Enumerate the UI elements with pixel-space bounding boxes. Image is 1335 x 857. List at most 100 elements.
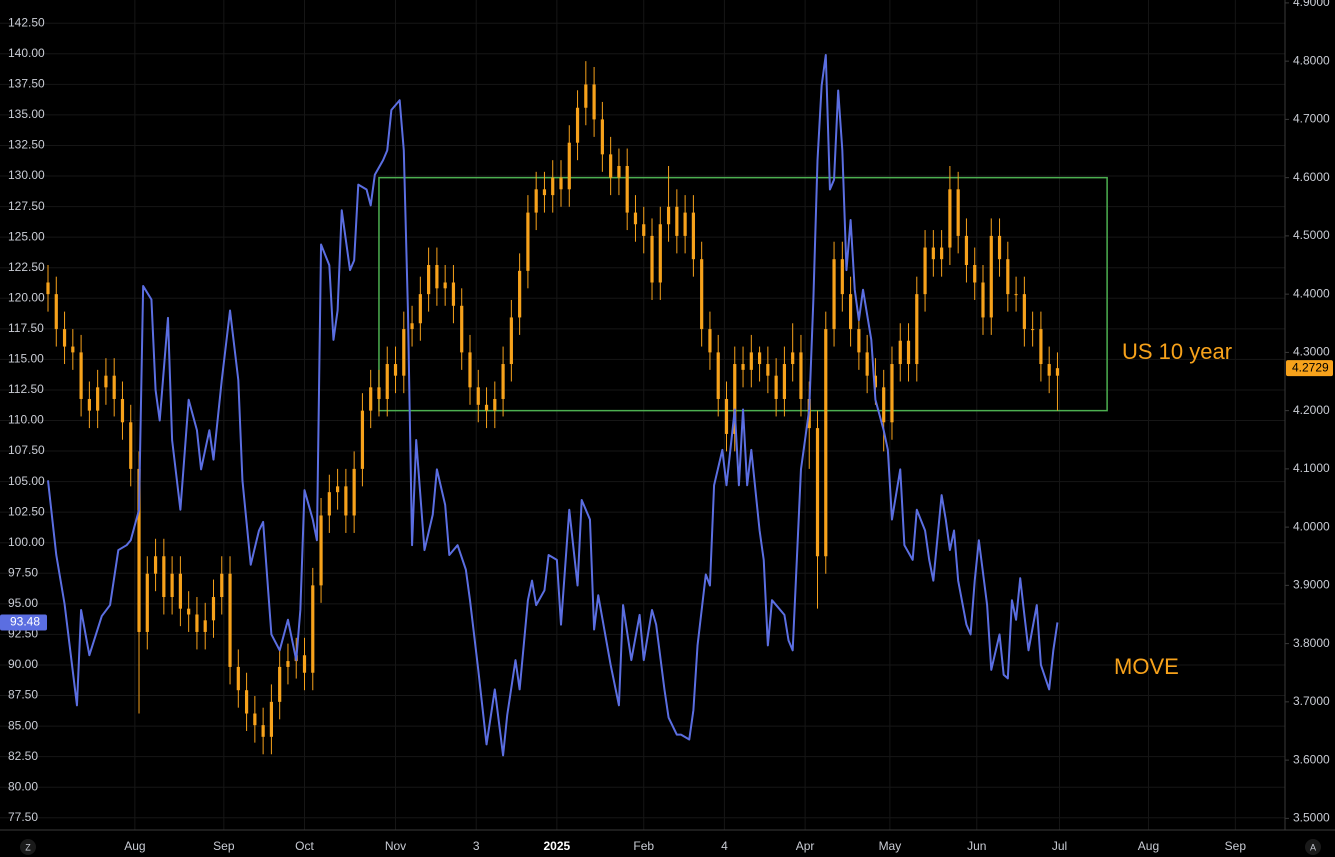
- candle-body: [418, 294, 422, 324]
- candle-body: [592, 84, 596, 120]
- candle-body: [145, 573, 149, 632]
- plot-layer: [46, 54, 1108, 757]
- candle-body: [766, 364, 770, 376]
- y-tick-label: 100.00: [8, 535, 45, 549]
- grid-layer: [0, 0, 1285, 830]
- y2-tick-label: 3.7000: [1293, 694, 1330, 708]
- candle-body: [335, 486, 340, 493]
- y-tick-label: 80.00: [8, 779, 38, 793]
- candle-body: [228, 573, 232, 667]
- x-tick-label: Sep: [213, 839, 235, 853]
- candle-body: [882, 387, 886, 423]
- candle-body: [609, 154, 613, 178]
- candle-body: [87, 398, 91, 411]
- x-tick-label: May: [879, 839, 902, 853]
- candle-body: [460, 305, 464, 353]
- candle-body: [319, 515, 323, 586]
- candle-body: [981, 282, 985, 318]
- candle-body: [402, 329, 406, 376]
- y-tick-label: 95.00: [8, 596, 38, 610]
- candle-body: [518, 270, 522, 318]
- candle-body: [799, 352, 803, 399]
- y2-tick-label: 4.8000: [1293, 53, 1330, 67]
- x-tick-label: 3: [473, 839, 480, 853]
- y2-tick-label: 4.4000: [1293, 286, 1330, 300]
- candle-body: [96, 387, 100, 411]
- candle-body: [600, 119, 604, 155]
- candle-body: [1022, 294, 1026, 330]
- candle-body: [733, 364, 737, 434]
- candle-body: [815, 428, 820, 557]
- candle-body: [427, 265, 431, 295]
- candle-body: [575, 107, 580, 143]
- candle-body: [170, 573, 174, 598]
- candle-body: [153, 556, 158, 574]
- x-tick-label: 4: [721, 839, 728, 853]
- candle-body: [873, 375, 878, 388]
- candle-body: [79, 352, 83, 399]
- y-tick-label: 135.00: [8, 107, 45, 121]
- auto-button[interactable]: [1305, 839, 1321, 855]
- y-tick-label: 125.00: [8, 229, 45, 243]
- scale-button-label[interactable]: Z: [25, 842, 31, 852]
- candle-body: [1039, 329, 1043, 365]
- x-tick-label: Aug: [1138, 839, 1159, 853]
- y-tick-label: 127.50: [8, 199, 45, 213]
- candle-body: [443, 282, 447, 289]
- candle-body: [691, 212, 695, 260]
- candle-body: [62, 329, 67, 347]
- candle-body: [269, 701, 274, 737]
- candle-body: [162, 556, 166, 598]
- candle-body: [890, 364, 894, 423]
- candle-body: [327, 492, 331, 516]
- candle-body: [724, 398, 729, 434]
- y-tick-label: 142.50: [8, 15, 45, 29]
- scale-button[interactable]: [20, 839, 36, 855]
- candle-body: [658, 224, 662, 283]
- x-tick-label: Oct: [295, 839, 314, 853]
- candle-body: [923, 247, 927, 295]
- candle-body: [137, 468, 141, 632]
- candle-body: [211, 597, 216, 621]
- last-value-tag: [1286, 360, 1333, 377]
- last-value-tag: [0, 614, 47, 631]
- candle-body: [187, 608, 191, 615]
- y2-tick-label: 3.6000: [1293, 752, 1330, 766]
- candle-body: [484, 404, 489, 411]
- candle-body: [71, 346, 75, 353]
- candle-body: [716, 352, 720, 399]
- candle-body: [559, 177, 563, 190]
- candle-body: [195, 614, 199, 632]
- candle-body: [468, 352, 472, 388]
- candle-body: [824, 329, 828, 557]
- y-tick-label: 122.50: [8, 260, 45, 274]
- y-tick-label: 107.50: [8, 443, 45, 457]
- y2-tick-label: 4.0000: [1293, 519, 1330, 533]
- candle-body: [377, 387, 381, 399]
- candle-body: [244, 690, 249, 714]
- candle-body: [757, 352, 762, 365]
- candle-body: [54, 294, 58, 330]
- candle-body: [534, 189, 538, 213]
- series-line: [47, 54, 1059, 757]
- candle-body: [551, 177, 555, 196]
- x-tick-label: Jun: [967, 839, 986, 853]
- candle-body: [369, 387, 373, 411]
- candle-body: [989, 235, 993, 318]
- candle-body: [410, 323, 414, 330]
- candle-body: [633, 212, 638, 225]
- candle-body: [129, 422, 133, 469]
- candle-body: [352, 468, 356, 516]
- candle-body: [344, 486, 348, 516]
- candle-body: [642, 224, 646, 236]
- y-tick-label: 87.50: [8, 688, 38, 702]
- last-value-label: 93.48: [10, 615, 40, 629]
- auto-button-label[interactable]: A: [1310, 842, 1316, 852]
- candle-body: [261, 725, 265, 737]
- candle-body: [948, 189, 952, 248]
- y2-tick-label: 3.8000: [1293, 636, 1330, 650]
- candle-body: [451, 282, 456, 306]
- y-tick-label: 137.50: [8, 77, 45, 91]
